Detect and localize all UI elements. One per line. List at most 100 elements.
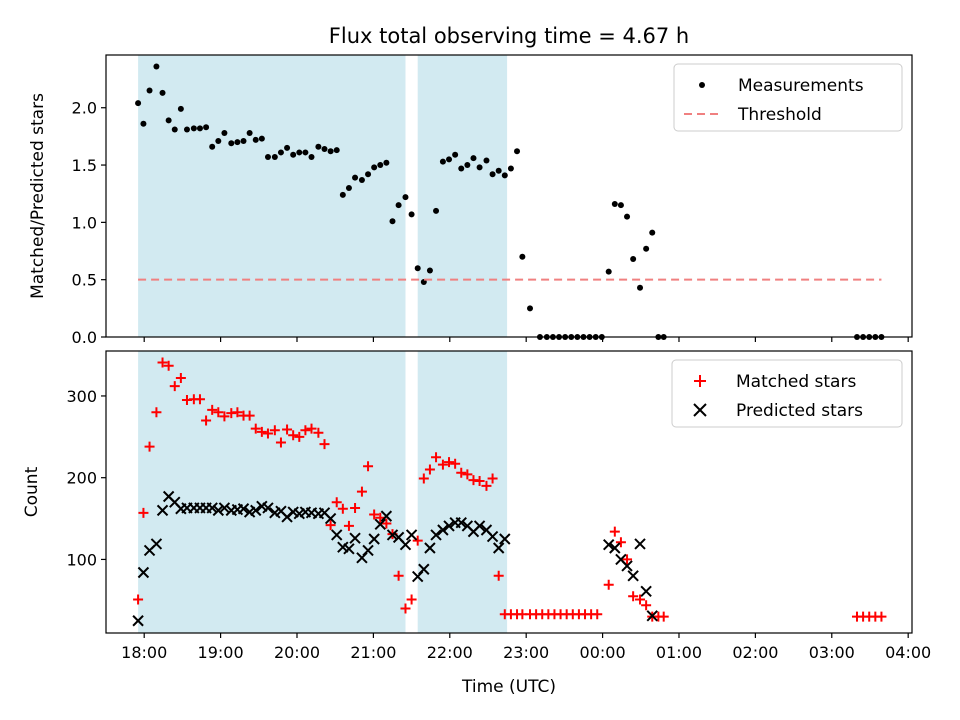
predicted-stars-point xyxy=(492,542,505,554)
y-tick-label: 0.5 xyxy=(72,271,97,290)
legend-entry-label: Predicted stars xyxy=(736,401,863,421)
predicted-stars-point xyxy=(374,518,386,530)
measurement-point xyxy=(458,165,465,172)
matched-stars-point xyxy=(262,428,273,439)
predicted-stars-point xyxy=(646,610,658,622)
top-y-axis-label: Matched/Predicted stars xyxy=(28,93,48,299)
measurement-point xyxy=(501,172,508,179)
measurement-point xyxy=(159,89,166,96)
measurement-point xyxy=(495,167,502,174)
predicted-stars-point xyxy=(132,615,144,627)
measurement-point xyxy=(327,148,334,155)
observing-interval-shade xyxy=(417,351,508,633)
predicted-stars-point xyxy=(212,504,225,517)
matched-stars-point xyxy=(418,473,429,484)
measurement-point xyxy=(258,135,265,142)
chart-title: Flux total observing time = 4.67 h xyxy=(329,24,689,48)
predicted-stars-point xyxy=(399,539,412,551)
matched-stars-point xyxy=(169,381,180,392)
x-tick-label: 19:00 xyxy=(198,643,244,662)
matched-stars-point xyxy=(474,475,485,486)
measurement-point xyxy=(470,155,477,162)
measurement-point xyxy=(183,126,190,133)
matched-stars-point xyxy=(319,439,330,450)
measurement-point xyxy=(345,184,352,191)
predicted-stars-point xyxy=(627,570,639,582)
measurement-point xyxy=(507,165,514,172)
measurement-point xyxy=(321,146,328,152)
matched-stars-point xyxy=(288,430,299,441)
predicted-stars-point xyxy=(621,560,633,572)
measurement-point xyxy=(352,174,359,181)
y-tick-label: 100 xyxy=(66,550,97,569)
measurement-point xyxy=(302,149,309,156)
matched-stars-point xyxy=(269,425,280,436)
x-tick-label: 02:00 xyxy=(732,643,778,662)
y-tick-label: 2.0 xyxy=(72,99,97,118)
measurement-point xyxy=(277,149,284,156)
measurement-point xyxy=(643,245,650,252)
measurement-point xyxy=(389,218,396,225)
predicted-stars-point xyxy=(443,520,455,532)
observing-interval-shade xyxy=(138,55,406,337)
measurement-point xyxy=(395,202,402,209)
matched-stars-point xyxy=(194,394,205,405)
measurement-point xyxy=(252,136,259,143)
measurement-point xyxy=(439,158,446,165)
matched-stars-point xyxy=(641,600,652,611)
predicted-stars-point xyxy=(137,566,150,579)
measurement-point xyxy=(426,267,433,274)
measurement-point xyxy=(271,154,278,161)
measurement-point xyxy=(135,100,142,107)
legend-entry-label: Threshold xyxy=(737,105,822,125)
predicted-stars-point xyxy=(424,542,436,554)
matched-stars-point xyxy=(151,407,162,418)
measurement-point xyxy=(177,105,184,112)
measurement-point xyxy=(383,159,390,166)
measurement-point xyxy=(464,162,471,169)
matched-stars-point xyxy=(250,423,261,434)
matched-stars-point xyxy=(369,509,380,520)
legend-box xyxy=(671,359,903,428)
predicted-stars-point xyxy=(418,563,430,575)
matched-stars-point xyxy=(424,464,435,475)
measurement-point xyxy=(339,191,346,198)
x-tick-label: 00:00 xyxy=(580,643,626,662)
measurement-point xyxy=(196,125,203,132)
measurement-point xyxy=(365,171,372,178)
predicted-stars-point xyxy=(437,524,449,536)
measurement-point xyxy=(215,137,222,144)
measurement-point xyxy=(290,151,297,158)
predicted-stars-point xyxy=(324,512,337,525)
matched-stars-point xyxy=(456,467,467,478)
measurement-point xyxy=(203,124,210,131)
matched-stars-point xyxy=(343,520,354,531)
y-tick-label: 1.0 xyxy=(72,213,97,232)
matched-stars-point xyxy=(207,404,218,415)
measurement-point xyxy=(308,154,315,161)
predicted-stars-point xyxy=(380,510,393,522)
measurement-point xyxy=(146,87,153,94)
measurement-point xyxy=(519,253,526,260)
matched-stars-point xyxy=(450,458,461,469)
predicted-stars-point xyxy=(640,585,652,598)
measurement-point xyxy=(414,265,421,272)
y-tick-label: 300 xyxy=(66,387,97,406)
measurement-point xyxy=(617,202,624,209)
measurement-point xyxy=(476,164,483,171)
matched-stars-point xyxy=(437,459,448,470)
predicted-stars-point xyxy=(609,542,621,554)
matched-stars-point xyxy=(412,535,423,546)
observing-interval-shade xyxy=(417,55,508,337)
measurement-point xyxy=(637,284,644,291)
matched-stars-point xyxy=(658,611,669,622)
measurement-point xyxy=(624,213,631,220)
predicted-stars-point xyxy=(262,502,274,514)
legend-entry-label: Measurements xyxy=(738,76,864,96)
matched-stars-point xyxy=(400,603,411,614)
measurement-point xyxy=(165,117,172,124)
x-tick-label: 01:00 xyxy=(656,643,702,662)
predicted-stars-point xyxy=(206,502,218,514)
predicted-stars-point xyxy=(486,530,499,543)
